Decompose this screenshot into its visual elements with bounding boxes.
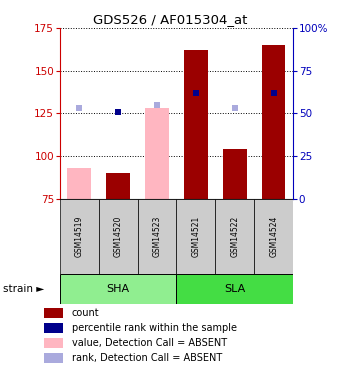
Point (232, 105, 238, 111)
Point (115, 109, 121, 115)
Bar (137, 199, 177, 274)
Text: SLA: SLA (224, 284, 246, 294)
Bar (60, 274, 177, 304)
Text: strain ►: strain ► (3, 285, 45, 294)
Bar (145, 108, 169, 199)
Bar (262, 45, 285, 199)
Bar (184, 50, 208, 199)
Point (154, 102, 160, 108)
Text: GSM14524: GSM14524 (269, 216, 278, 257)
Bar (177, 274, 293, 304)
Bar (68, 168, 91, 199)
Text: GSM14522: GSM14522 (231, 216, 239, 257)
Bar (254, 199, 293, 274)
Bar (216, 199, 254, 274)
Text: count: count (72, 308, 99, 318)
Text: percentile rank within the sample: percentile rank within the sample (72, 323, 237, 333)
Bar (177, 199, 216, 274)
Text: GSM14521: GSM14521 (191, 216, 201, 257)
Text: GSM14520: GSM14520 (114, 216, 122, 257)
Text: GSM14519: GSM14519 (75, 216, 84, 257)
Text: value, Detection Call = ABSENT: value, Detection Call = ABSENT (72, 338, 227, 348)
Bar (99, 199, 137, 274)
Point (271, 90, 277, 96)
Point (76, 105, 82, 111)
Point (193, 90, 199, 96)
Bar (106, 173, 130, 199)
Text: GSM14523: GSM14523 (152, 216, 162, 257)
Bar (60, 199, 99, 274)
Bar (223, 149, 247, 199)
Text: rank, Detection Call = ABSENT: rank, Detection Call = ABSENT (72, 353, 222, 363)
Text: SHA: SHA (106, 284, 130, 294)
Text: GDS526 / AF015304_at: GDS526 / AF015304_at (93, 13, 248, 26)
